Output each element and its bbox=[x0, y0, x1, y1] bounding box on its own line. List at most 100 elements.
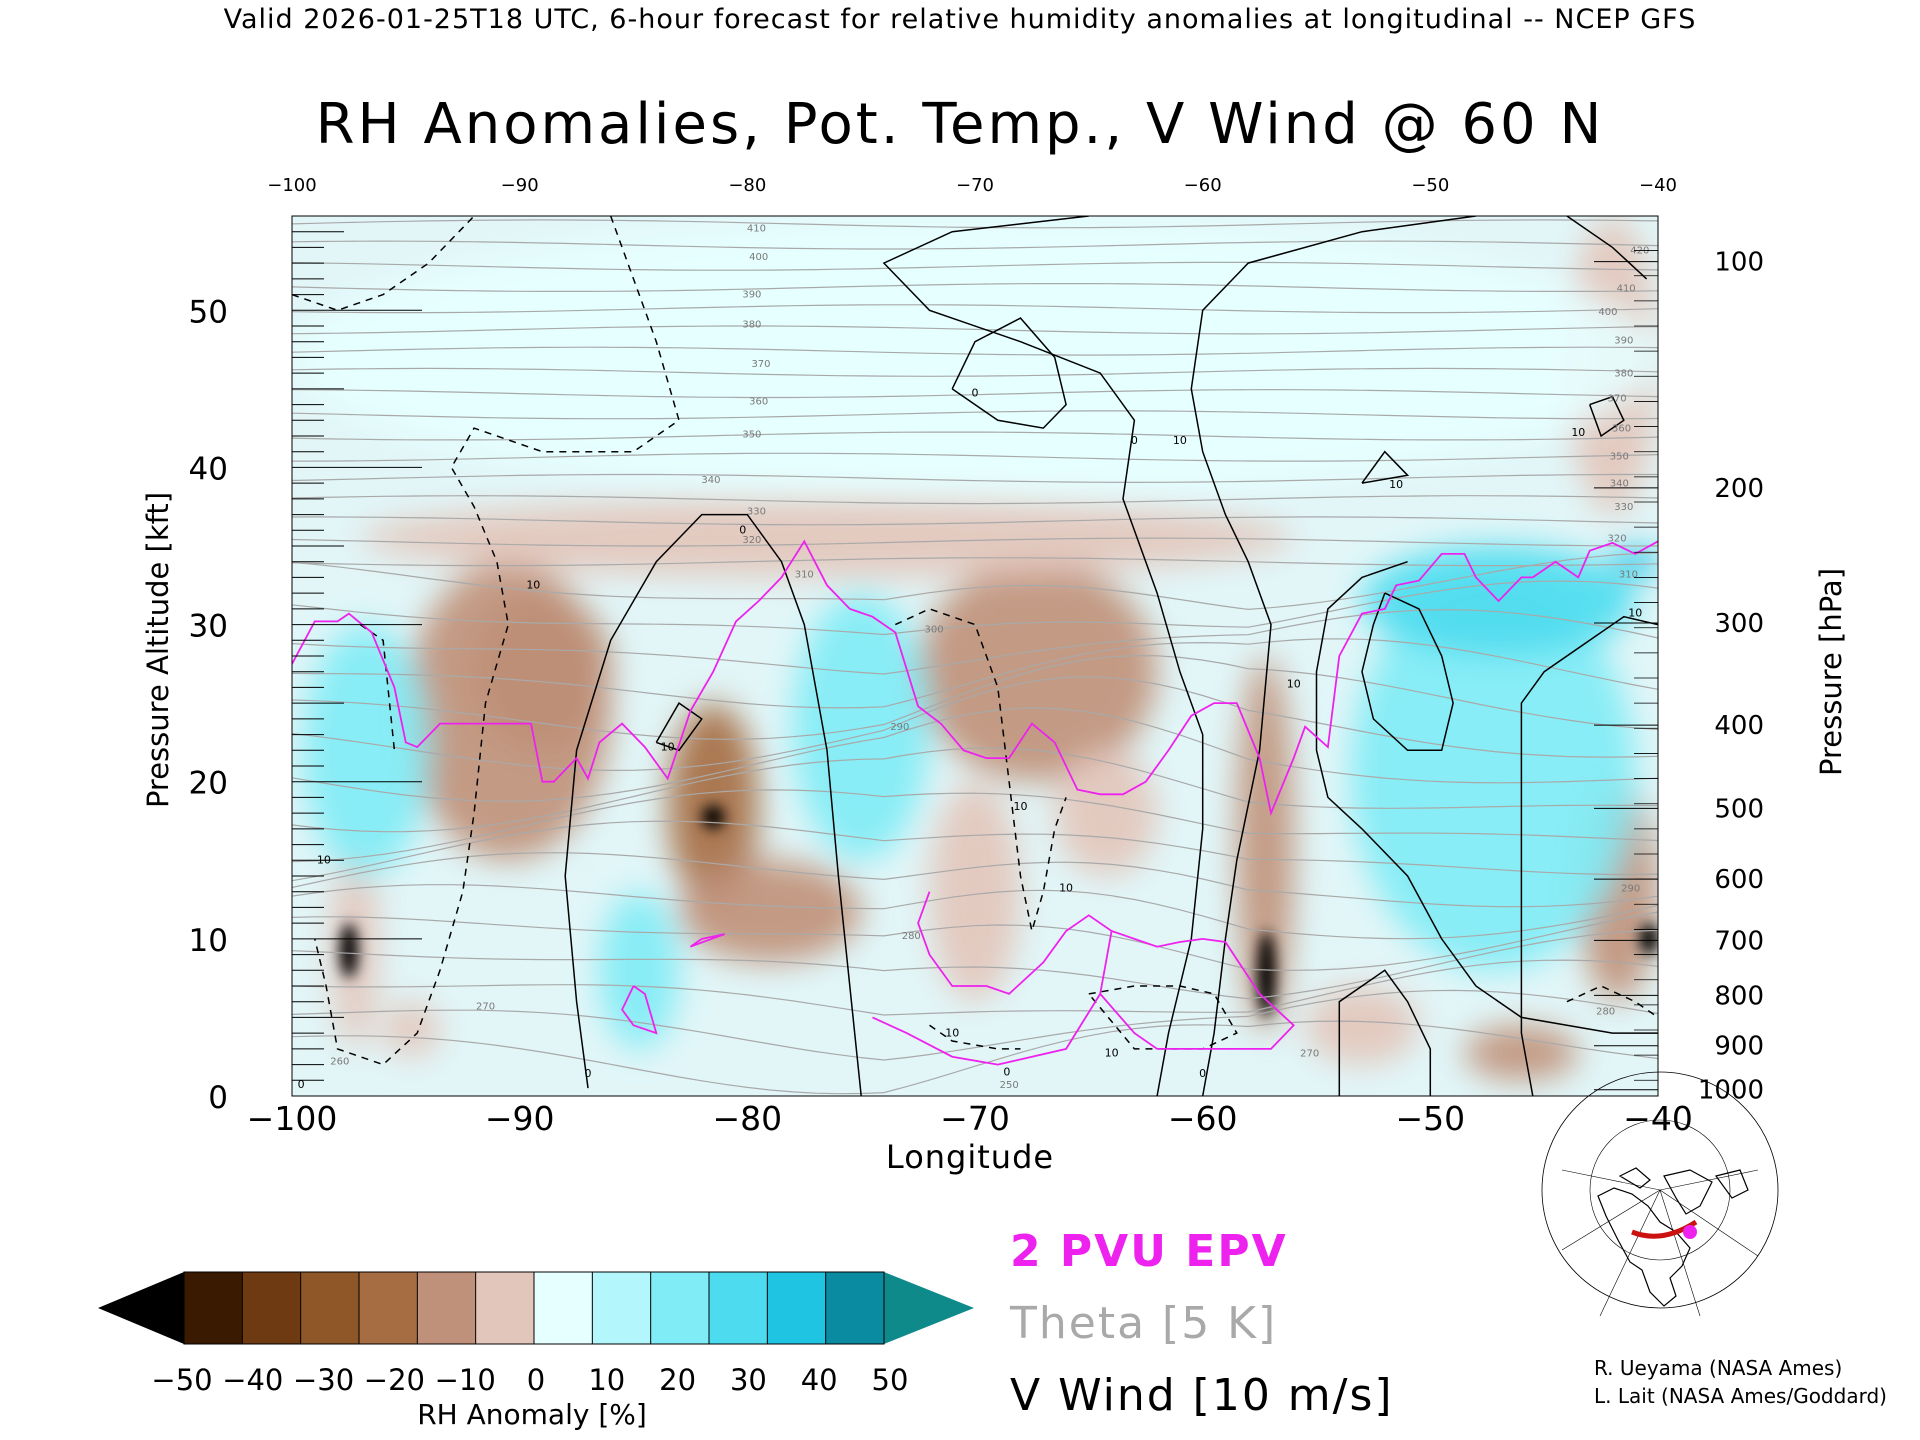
vwind-contour-positive bbox=[1566, 216, 1648, 280]
colorbar-swatch bbox=[650, 1272, 710, 1344]
colorbar-tick-label: −40 bbox=[222, 1363, 283, 1397]
rh-anomaly-region bbox=[405, 561, 611, 861]
pressure-tick-label: 700 bbox=[1714, 926, 1764, 956]
y-tick-label: 0 bbox=[208, 1080, 228, 1116]
theta-contour-label: 320 bbox=[742, 535, 761, 546]
inset-map-coastlines bbox=[1597, 1167, 1749, 1307]
vwind-contour-negative bbox=[929, 1024, 1021, 1050]
vwind-contour-label: 0 bbox=[298, 1078, 305, 1091]
theta-contour-line bbox=[292, 820, 1658, 882]
theta-contour-label: 290 bbox=[890, 722, 909, 733]
theta-contour-label: 250 bbox=[1000, 1080, 1019, 1091]
rh-anomaly-region bbox=[918, 561, 1158, 782]
epv-2pvu-line bbox=[292, 539, 1658, 817]
theta-contour-line bbox=[292, 676, 1658, 772]
colorbar-label: RH Anomaly [%] bbox=[417, 1398, 647, 1431]
theta-contour-line bbox=[292, 261, 1658, 271]
vwind-contour-label: 10 bbox=[1389, 478, 1403, 491]
vwind-contour-negative bbox=[359, 623, 396, 751]
colorbar-swatch bbox=[592, 1272, 652, 1344]
theta-contour-line bbox=[292, 580, 1658, 636]
theta-contour-label: 270 bbox=[476, 1002, 495, 1013]
x-axis-label: Longitude bbox=[885, 1138, 1055, 1176]
theta-contour-label: 410 bbox=[1617, 283, 1636, 294]
pressure-tick-label: 800 bbox=[1714, 981, 1764, 1011]
pressure-tick-label: 300 bbox=[1714, 609, 1764, 639]
x-tick-label-top: −90 bbox=[501, 175, 539, 196]
vwind-contour-label: 10 bbox=[1059, 882, 1073, 895]
theta-contour-label: 380 bbox=[742, 320, 761, 331]
rh-anomaly-region bbox=[599, 891, 680, 1049]
theta-contour-line bbox=[292, 516, 1658, 526]
theta-contour-line bbox=[292, 410, 1658, 420]
theta-contour-line bbox=[292, 884, 1658, 940]
vwind-contour-label: 10 bbox=[1014, 800, 1028, 813]
rh-anomaly-region bbox=[303, 624, 429, 876]
vwind-contour-positive bbox=[1520, 615, 1658, 1096]
x-tick-label: −70 bbox=[940, 1099, 1010, 1138]
theta-contour-label: 280 bbox=[1596, 1006, 1615, 1017]
colorbar-tick-label: 40 bbox=[801, 1363, 838, 1397]
y-axis-label: Pressure Altitude [kft] bbox=[141, 491, 175, 809]
vwind-contour-label: 0 bbox=[739, 523, 746, 536]
rh-anomaly-region bbox=[1464, 1025, 1579, 1081]
rh-anomaly-region bbox=[701, 805, 725, 829]
theta-contour-line bbox=[292, 325, 1658, 335]
theta-contour-label: 340 bbox=[1610, 478, 1629, 489]
vwind-contour-label: 0 bbox=[1199, 1067, 1206, 1080]
theta-contour-label: 300 bbox=[924, 624, 943, 635]
rh-anomaly-region bbox=[339, 923, 359, 979]
x-axis-top: −100 −90 −80 −70 −60 −50 −40 bbox=[267, 175, 1677, 196]
colorbar-tick-label: −50 bbox=[151, 1363, 212, 1397]
theta-contour-label: 370 bbox=[1607, 393, 1626, 404]
inset-map-globe bbox=[1541, 1071, 1779, 1309]
x-tick-label: −50 bbox=[1396, 1099, 1466, 1138]
theta-contour-label: 320 bbox=[1607, 533, 1626, 544]
theta-contour-label: 340 bbox=[701, 475, 720, 486]
theta-contour-line bbox=[292, 852, 1658, 908]
theta-contour-label: 260 bbox=[330, 1057, 349, 1068]
theta-contour-line bbox=[292, 452, 1658, 462]
epv-2pvu-loop bbox=[689, 933, 725, 948]
x-tick-label: −100 bbox=[247, 1099, 338, 1138]
colorbar-swatch bbox=[534, 1272, 593, 1344]
epv-2pvu-loop bbox=[621, 985, 658, 1035]
colorbar-tick-label: −20 bbox=[364, 1363, 425, 1397]
x-tick-label: −80 bbox=[713, 1099, 783, 1138]
theta-contour-label: 290 bbox=[1621, 884, 1640, 895]
theta-contour-label: 410 bbox=[747, 224, 766, 235]
rh-anomaly-region bbox=[1257, 931, 1276, 1018]
theta-contour-label: 330 bbox=[1614, 502, 1633, 513]
theta-contour-label: 270 bbox=[1300, 1049, 1319, 1060]
theta-contour-label: 280 bbox=[902, 931, 921, 942]
theta-contour-label: 310 bbox=[795, 569, 814, 580]
colorbar-swatch bbox=[417, 1272, 477, 1344]
vwind-contour-label: 0 bbox=[972, 387, 979, 400]
epv-2pvu-line-lower bbox=[872, 891, 1295, 1066]
x-tick-label-top: −40 bbox=[1639, 175, 1677, 196]
colorbar-high-extend bbox=[884, 1272, 974, 1344]
valid-time-header: Valid 2026-01-25T18 UTC, 6-hour forecast… bbox=[223, 4, 1697, 35]
theta-contour-label: 400 bbox=[749, 252, 768, 263]
vwind-contour-label: 0 bbox=[1131, 434, 1138, 447]
x-tick-label-top: −80 bbox=[728, 175, 766, 196]
colorbar-swatch bbox=[242, 1272, 302, 1344]
theta-contour-label: 360 bbox=[749, 397, 768, 408]
y-tick-label: 40 bbox=[189, 451, 228, 487]
chart-title: RH Anomalies, Pot. Temp., V Wind @ 60 N bbox=[315, 92, 1605, 157]
theta-contour-line bbox=[292, 638, 1658, 709]
rh-anomaly-region bbox=[792, 593, 930, 861]
theta-contour-line bbox=[292, 911, 1658, 971]
vwind-contours bbox=[292, 216, 1658, 1096]
x-tick-label-top: −50 bbox=[1411, 175, 1449, 196]
legend-epv: 2 PVU EPV bbox=[1010, 1226, 1288, 1277]
theta-contour-line bbox=[292, 654, 1658, 740]
theta-contour-line bbox=[292, 707, 1658, 802]
theta-contour-line bbox=[292, 557, 1658, 567]
inset-map-location-marker bbox=[1683, 1225, 1697, 1239]
rh-anomaly-region bbox=[667, 703, 759, 908]
x-tick-label: −90 bbox=[485, 1099, 555, 1138]
vwind-contour-positive bbox=[1361, 450, 1410, 484]
vwind-contour-label: 10 bbox=[1105, 1047, 1119, 1060]
